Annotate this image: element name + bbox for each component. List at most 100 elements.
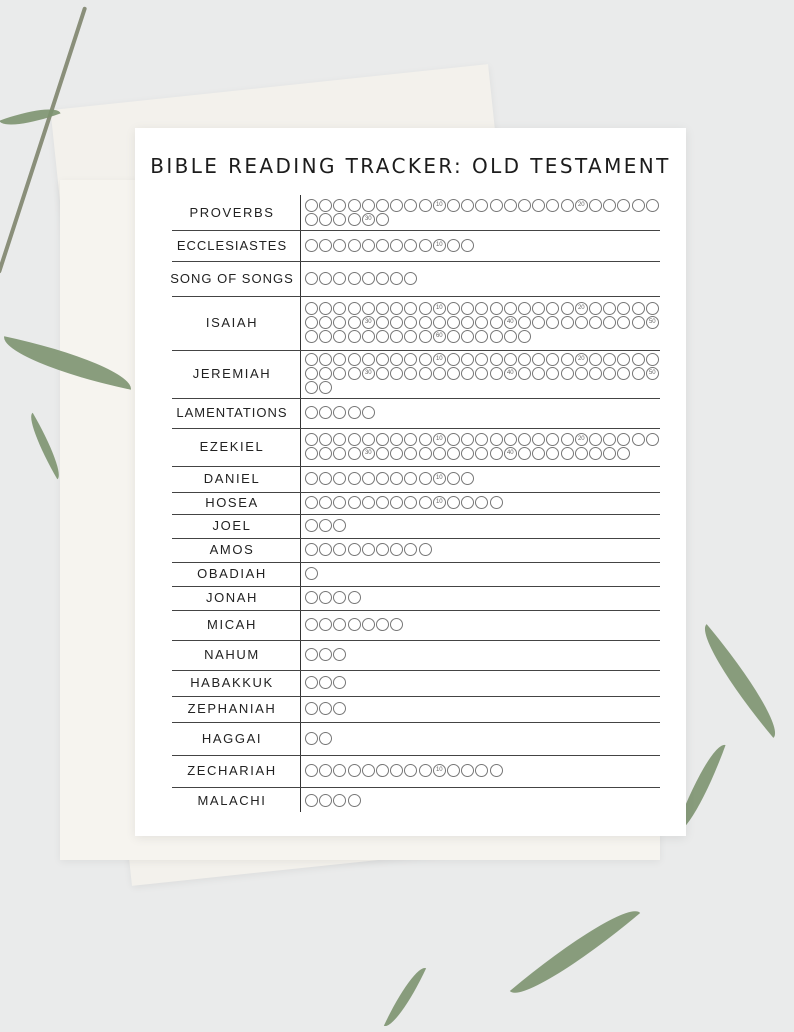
chapter-checkbox[interactable] (333, 496, 347, 509)
chapter-checkbox[interactable] (333, 198, 347, 212)
chapter-checkbox[interactable] (503, 353, 517, 366)
chapter-checkbox[interactable] (305, 591, 318, 604)
chapter-checkbox[interactable] (617, 198, 631, 212)
chapter-checkbox[interactable] (418, 302, 432, 315)
chapter-checkbox[interactable] (617, 433, 631, 446)
chapter-checkbox[interactable] (305, 567, 318, 580)
chapter-checkbox[interactable] (361, 618, 375, 631)
chapter-checkbox[interactable] (418, 316, 432, 329)
chapter-checkbox[interactable] (376, 433, 389, 446)
chapter-checkbox[interactable] (319, 764, 333, 777)
chapter-checkbox[interactable] (418, 330, 432, 343)
chapter-checkbox[interactable]: 10 (432, 496, 446, 509)
chapter-checkbox[interactable] (347, 794, 361, 807)
chapter-checkbox[interactable] (361, 406, 375, 419)
chapter-checkbox[interactable] (631, 353, 645, 366)
chapter-checkbox[interactable] (404, 472, 418, 485)
chapter-checkbox[interactable] (333, 316, 347, 329)
chapter-checkbox[interactable] (333, 212, 347, 226)
chapter-checkbox[interactable] (319, 353, 333, 366)
chapter-checkbox[interactable] (319, 330, 333, 343)
chapter-checkbox[interactable] (347, 496, 361, 509)
chapter-checkbox[interactable]: 40 (503, 316, 517, 329)
chapter-checkbox[interactable] (376, 764, 389, 777)
chapter-checkbox[interactable] (560, 367, 574, 380)
chapter-checkbox[interactable] (574, 367, 588, 380)
chapter-checkbox[interactable] (518, 433, 531, 446)
chapter-checkbox[interactable] (489, 302, 503, 315)
chapter-checkbox[interactable] (532, 316, 546, 329)
chapter-checkbox[interactable] (532, 353, 546, 366)
chapter-checkbox[interactable] (404, 496, 418, 509)
chapter-checkbox[interactable] (376, 198, 389, 212)
chapter-checkbox[interactable] (376, 212, 389, 226)
chapter-checkbox[interactable] (333, 330, 347, 343)
chapter-checkbox[interactable] (333, 271, 347, 285)
chapter-checkbox[interactable] (305, 702, 318, 715)
chapter-checkbox[interactable]: 20 (574, 302, 588, 315)
chapter-checkbox[interactable] (347, 198, 361, 212)
chapter-checkbox[interactable]: 50 (645, 367, 659, 380)
chapter-checkbox[interactable]: 10 (432, 472, 446, 485)
chapter-checkbox[interactable] (617, 316, 631, 329)
chapter-checkbox[interactable]: 40 (503, 367, 517, 380)
chapter-checkbox[interactable] (404, 447, 418, 460)
chapter-checkbox[interactable]: 30 (361, 447, 375, 460)
chapter-checkbox[interactable]: 10 (432, 198, 446, 212)
chapter-checkbox[interactable] (305, 731, 318, 745)
chapter-checkbox[interactable]: 30 (361, 316, 375, 329)
chapter-checkbox[interactable] (404, 433, 418, 446)
chapter-checkbox[interactable] (617, 302, 631, 315)
chapter-checkbox[interactable] (333, 433, 347, 446)
chapter-checkbox[interactable] (461, 496, 475, 509)
chapter-checkbox[interactable] (461, 472, 475, 485)
chapter-checkbox[interactable] (489, 447, 503, 460)
chapter-checkbox[interactable] (333, 676, 347, 689)
chapter-checkbox[interactable] (333, 367, 347, 380)
chapter-checkbox[interactable] (333, 702, 347, 715)
chapter-checkbox[interactable] (518, 447, 531, 460)
chapter-checkbox[interactable] (319, 496, 333, 509)
chapter-checkbox[interactable] (631, 316, 645, 329)
chapter-checkbox[interactable] (361, 238, 375, 252)
chapter-checkbox[interactable] (347, 330, 361, 343)
chapter-checkbox[interactable] (461, 353, 475, 366)
chapter-checkbox[interactable] (347, 591, 361, 604)
chapter-checkbox[interactable] (404, 198, 418, 212)
chapter-checkbox[interactable] (518, 330, 531, 343)
chapter-checkbox[interactable] (404, 302, 418, 315)
chapter-checkbox[interactable] (305, 238, 318, 252)
chapter-checkbox[interactable] (305, 519, 318, 532)
chapter-checkbox[interactable] (347, 212, 361, 226)
chapter-checkbox[interactable] (305, 198, 318, 212)
chapter-checkbox[interactable] (645, 433, 659, 446)
chapter-checkbox[interactable] (574, 316, 588, 329)
chapter-checkbox[interactable] (560, 433, 574, 446)
chapter-checkbox[interactable] (546, 433, 560, 446)
chapter-checkbox[interactable]: 50 (645, 316, 659, 329)
chapter-checkbox[interactable] (361, 330, 375, 343)
chapter-checkbox[interactable] (319, 702, 333, 715)
chapter-checkbox[interactable] (390, 447, 404, 460)
chapter-checkbox[interactable] (319, 591, 333, 604)
chapter-checkbox[interactable] (447, 433, 460, 446)
chapter-checkbox[interactable] (376, 302, 389, 315)
chapter-checkbox[interactable] (546, 302, 560, 315)
chapter-checkbox[interactable] (361, 472, 375, 485)
chapter-checkbox[interactable] (376, 367, 389, 380)
chapter-checkbox[interactable] (376, 543, 389, 556)
chapter-checkbox[interactable] (347, 271, 361, 285)
chapter-checkbox[interactable] (418, 764, 432, 777)
chapter-checkbox[interactable] (305, 353, 318, 366)
chapter-checkbox[interactable] (447, 238, 460, 252)
chapter-checkbox[interactable]: 10 (432, 764, 446, 777)
chapter-checkbox[interactable] (503, 198, 517, 212)
chapter-checkbox[interactable] (589, 367, 602, 380)
chapter-checkbox[interactable] (447, 330, 460, 343)
chapter-checkbox[interactable] (461, 198, 475, 212)
chapter-checkbox[interactable] (390, 543, 404, 556)
chapter-checkbox[interactable] (390, 238, 404, 252)
chapter-checkbox[interactable] (319, 212, 333, 226)
chapter-checkbox[interactable] (489, 353, 503, 366)
chapter-checkbox[interactable]: 20 (574, 353, 588, 366)
